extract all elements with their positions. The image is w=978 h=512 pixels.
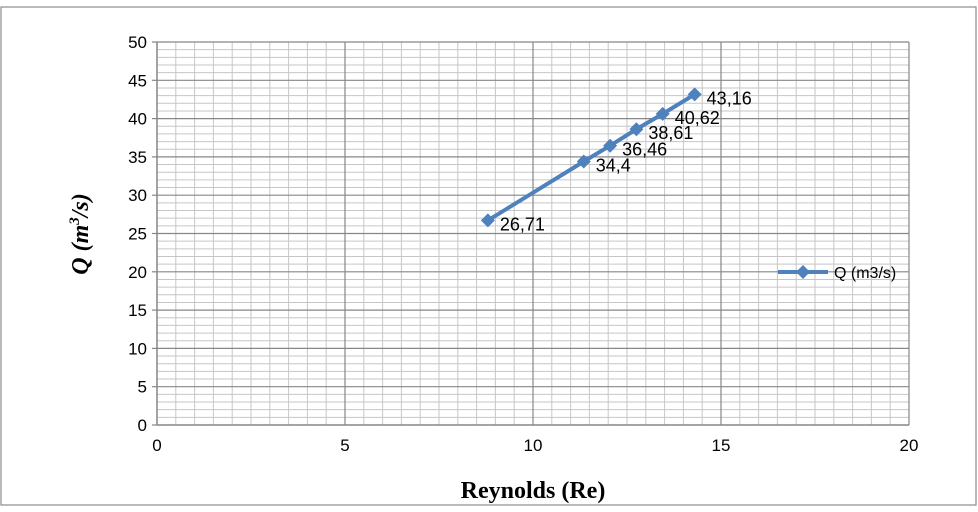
series-layer <box>480 87 702 228</box>
data-label: 26,71 <box>500 214 545 234</box>
y-tick-label: 30 <box>128 186 147 205</box>
x-tick-label: 0 <box>152 436 161 455</box>
data-label: 34,4 <box>596 155 631 175</box>
y-axis-title-unit-sup: 3 <box>67 217 83 226</box>
data-point-marker <box>576 154 591 169</box>
data-point-marker <box>687 87 702 102</box>
y-axis-title-unit-close: /s) <box>68 193 94 219</box>
y-tick-label: 50 <box>128 33 147 52</box>
x-tick-labels: 0 5 10 15 20 <box>152 436 918 455</box>
y-axis-title: Q (m3/s) <box>67 193 94 275</box>
data-point-marker <box>655 106 670 121</box>
data-point-marker <box>629 122 644 137</box>
y-tick-label: 25 <box>128 225 147 244</box>
x-axis-title: Reynolds (Re) <box>461 478 606 504</box>
legend: Q (m3/s) <box>778 265 896 282</box>
y-axis-title-var: Q <box>68 257 94 274</box>
data-label: 38,61 <box>648 123 693 143</box>
legend-label: Q (m3/s) <box>834 265 896 282</box>
series-line <box>485 92 697 223</box>
y-axis-title-unit-open: (m <box>68 225 94 252</box>
data-point-marker <box>603 138 618 153</box>
legend-marker-diamond <box>796 265 810 279</box>
x-tick-label: 5 <box>340 436 349 455</box>
y-tick-label: 15 <box>128 301 147 320</box>
y-tick-label: 20 <box>128 263 147 282</box>
x-tick-label: 15 <box>712 436 731 455</box>
y-tick-label: 40 <box>128 110 147 129</box>
x-tick-label: 20 <box>900 436 919 455</box>
y-tick-label: 10 <box>128 339 147 358</box>
y-tick-label: 0 <box>138 416 147 435</box>
y-tick-label: 5 <box>138 378 147 397</box>
y-tick-label: 35 <box>128 148 147 167</box>
x-tick-label: 10 <box>524 436 543 455</box>
data-label: 43,16 <box>707 88 752 108</box>
y-tick-labels: 0 5 10 15 20 25 30 35 40 45 50 <box>128 33 157 435</box>
data-label: 40,62 <box>675 108 720 128</box>
y-tick-label: 45 <box>128 71 147 90</box>
data-label: 36,46 <box>622 140 667 160</box>
data-point-marker <box>480 213 495 228</box>
